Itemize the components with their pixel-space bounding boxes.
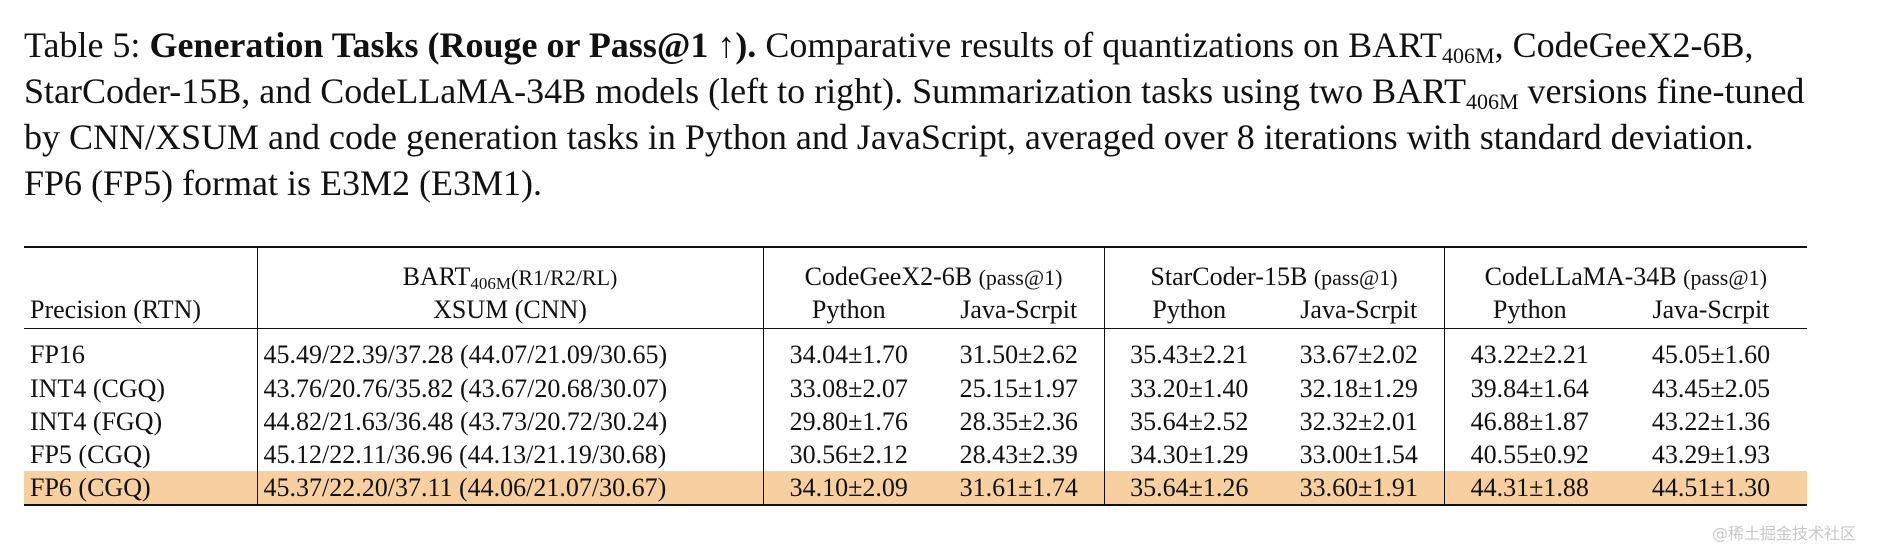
header-codegeex-python: Python	[762, 292, 934, 329]
cell-starcoder-javascript: 33.60±1.91	[1274, 471, 1445, 506]
caption-subscript-1: 406M	[1442, 43, 1495, 68]
cell-codellama-python: 46.88±1.87	[1443, 405, 1616, 438]
cell-precision: FP16	[30, 339, 85, 369]
cell-starcoder-javascript: 33.67±2.02	[1299, 339, 1418, 369]
header-row-columns: Precision (RTN) XSUM (CNN) Python Java-S…	[24, 292, 1808, 329]
cell-codellama-python: 43.22±2.21	[1443, 328, 1616, 372]
cell-codegeex-javascript: 28.35±2.36	[959, 406, 1078, 436]
header-bart-name: BART	[402, 262, 471, 291]
cell-precision: INT4 (CGQ)	[30, 373, 166, 403]
table-row-highlighted: FP6 (CGQ) 45.37/22.20/37.11 (44.06/21.07…	[24, 471, 1808, 506]
cell-bart: 45.49/22.39/37.28 (44.07/21.09/30.65)	[256, 328, 763, 372]
header-starcoder-name: StarCoder-15B	[1150, 262, 1308, 291]
header-starcoder-pass: (pass@1)	[1313, 265, 1398, 290]
cell-codellama-javascript: 45.05±1.60	[1651, 339, 1771, 369]
header-row-models: BART406M(R1/R2/RL) CodeGeeX2-6B (pass@1)…	[24, 247, 1808, 293]
caption-subscript-2: 406M	[1465, 89, 1519, 114]
header-bart-dataset: XSUM (CNN)	[256, 292, 763, 329]
cell-codegeex-javascript: 28.43±2.39	[959, 439, 1078, 469]
cell-precision: FP5 (CGQ)	[30, 439, 151, 469]
cell-starcoder-python: 34.30±1.29	[1103, 438, 1275, 471]
header-codellama-python: Python	[1443, 292, 1616, 329]
header-codegeex-javascript: Java-Scrpit	[934, 292, 1105, 329]
table-row: FP5 (CGQ) 45.12/22.11/36.96 (44.13/21.19…	[24, 438, 1807, 471]
cell-bart: 45.12/22.11/36.96 (44.13/21.19/30.68)	[256, 438, 763, 471]
cell-codegeex-javascript: 25.15±1.97	[959, 373, 1078, 403]
cell-codellama-python: 39.84±1.64	[1443, 372, 1616, 405]
table-caption: Table 5: Generation Tasks (Rouge or Pass…	[24, 22, 1814, 206]
header-codellama: CodeLLaMA-34B (pass@1)	[1443, 247, 1808, 292]
caption-bold-title: Generation Tasks (Rouge or Pass@1 ↑).	[149, 25, 757, 65]
cell-starcoder-python: 35.64±2.52	[1103, 405, 1275, 438]
cell-codellama-python: 44.31±1.88	[1443, 471, 1616, 506]
header-precision-spacer	[24, 247, 257, 292]
cell-precision: FP6 (CGQ)	[24, 471, 257, 506]
cell-codellama-javascript: 43.22±1.36	[1651, 406, 1771, 436]
header-precision: Precision (RTN)	[24, 292, 257, 329]
caption-text-2: , CodeGeeX2-6B, StarCoder-15B, and CodeL…	[24, 25, 1754, 111]
cell-starcoder-python: 33.20±1.40	[1103, 372, 1275, 405]
table-row: INT4 (FGQ) 44.82/21.63/36.48 (43.73/20.7…	[24, 405, 1807, 438]
results-table: BART406M(R1/R2/RL) CodeGeeX2-6B (pass@1)…	[24, 246, 1808, 506]
cell-codegeex-python: 33.08±2.07	[762, 372, 934, 405]
cell-starcoder-javascript: 33.00±1.54	[1299, 439, 1418, 469]
cell-bart: 43.76/20.76/35.82 (43.67/20.68/30.07)	[256, 372, 763, 405]
cell-codellama-python: 40.55±0.92	[1443, 438, 1616, 471]
cell-starcoder-python: 35.64±1.26	[1103, 471, 1275, 506]
header-bart-sub: 406M	[470, 274, 512, 293]
header-codegeex-name: CodeGeeX2-6B	[804, 262, 973, 291]
cell-codegeex-python: 29.80±1.76	[762, 405, 934, 438]
cell-codegeex-javascript: 31.61±1.74	[934, 471, 1105, 506]
cell-codegeex-python: 34.04±1.70	[762, 328, 934, 372]
caption-text-1: Comparative results of quantizations on …	[756, 25, 1443, 65]
caption-text-3: versions fine-tuned by CNN/XSUM and code…	[24, 71, 1805, 203]
cell-codellama-javascript: 43.45±2.05	[1651, 373, 1771, 403]
cell-starcoder-javascript: 32.32±2.01	[1299, 406, 1418, 436]
cell-starcoder-python: 35.43±2.21	[1103, 328, 1275, 372]
cell-codellama-javascript: 44.51±1.30	[1615, 471, 1808, 506]
header-bart-metrics: (R1/R2/RL)	[511, 265, 618, 290]
cell-codegeex-javascript: 31.50±2.62	[959, 339, 1078, 369]
header-starcoder: StarCoder-15B (pass@1)	[1103, 247, 1445, 292]
cell-bart: 45.37/22.20/37.11 (44.06/21.07/30.67)	[256, 471, 763, 506]
header-codegeex-pass: (pass@1)	[978, 265, 1063, 290]
header-starcoder-javascript: Java-Scrpit	[1274, 292, 1445, 329]
cell-codegeex-python: 34.10±2.09	[762, 471, 934, 506]
watermark: @稀土掘金技术社区	[1711, 524, 1856, 543]
header-codellama-javascript: Java-Scrpit	[1615, 292, 1808, 329]
header-codegeex: CodeGeeX2-6B (pass@1)	[762, 247, 1105, 292]
cell-codellama-javascript: 43.29±1.93	[1651, 439, 1771, 469]
table-row: FP16 45.49/22.39/37.28 (44.07/21.09/30.6…	[24, 328, 1807, 372]
header-codellama-name: CodeLLaMA-34B	[1484, 262, 1677, 291]
cell-bart: 44.82/21.63/36.48 (43.73/20.72/30.24)	[256, 405, 763, 438]
caption-label: Table 5:	[24, 25, 150, 65]
header-starcoder-python: Python	[1103, 292, 1275, 329]
cell-starcoder-javascript: 32.18±1.29	[1299, 373, 1418, 403]
header-codellama-pass: (pass@1)	[1683, 265, 1767, 290]
cell-codegeex-python: 30.56±2.12	[762, 438, 934, 471]
cell-precision: INT4 (FGQ)	[30, 406, 163, 436]
table-row: INT4 (CGQ) 43.76/20.76/35.82 (43.67/20.6…	[24, 372, 1807, 405]
header-bart: BART406M(R1/R2/RL)	[256, 247, 763, 293]
